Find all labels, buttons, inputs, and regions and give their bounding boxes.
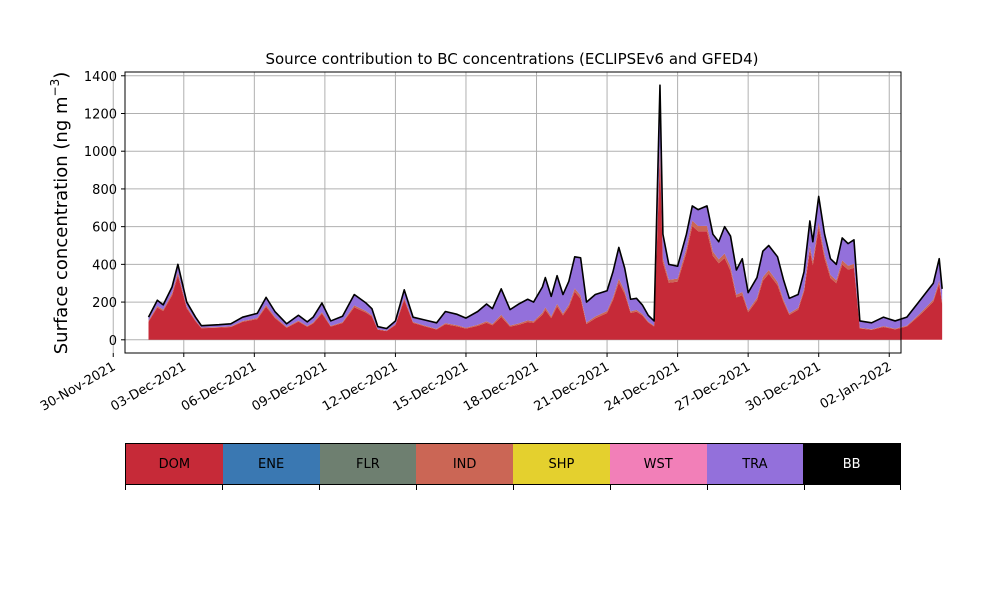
x-tick-label: 12-Dec-2021 bbox=[320, 359, 400, 414]
y-tick-label: 600 bbox=[92, 221, 117, 236]
colorbar-tick bbox=[319, 485, 320, 490]
grid bbox=[112, 72, 901, 353]
y-tick-label: 1000 bbox=[84, 145, 117, 160]
y-tick-label: 1400 bbox=[84, 70, 117, 85]
colorbar-tick bbox=[222, 485, 223, 490]
legend-ene: ENE bbox=[222, 444, 320, 484]
legend-tra: TRA bbox=[706, 444, 804, 484]
y-axis-label-sup: −3 bbox=[48, 79, 62, 97]
plot-frame bbox=[124, 71, 902, 354]
x-tick-label: 03-Dec-2021 bbox=[108, 359, 188, 414]
x-tick-label: 06-Dec-2021 bbox=[179, 359, 259, 414]
y-tick-label: 400 bbox=[92, 258, 117, 273]
x-tick-label: 09-Dec-2021 bbox=[249, 359, 329, 414]
legend-shp: SHP bbox=[513, 444, 610, 484]
legend-flr: FLR bbox=[319, 444, 417, 484]
colorbar-tick bbox=[513, 485, 514, 490]
colorbar-tick bbox=[125, 485, 126, 490]
chart-title: Source contribution to BC concentrations… bbox=[265, 50, 758, 68]
x-tick-label: 18-Dec-2021 bbox=[461, 359, 541, 414]
colorbar-tick bbox=[416, 485, 417, 490]
stacked-areas bbox=[148, 85, 943, 340]
x-tick-label: 30-Nov-2021 bbox=[38, 359, 118, 414]
x-tick-label: 21-Dec-2021 bbox=[532, 359, 612, 414]
colorbar-tick bbox=[900, 485, 901, 490]
y-axis-label-close: ) bbox=[51, 72, 72, 79]
colorbar-tick bbox=[804, 485, 805, 490]
legend-ind: IND bbox=[416, 444, 513, 484]
x-tick-label: 15-Dec-2021 bbox=[391, 359, 471, 414]
y-tick-label: 800 bbox=[92, 183, 117, 198]
y-tick-label: 200 bbox=[92, 296, 117, 311]
colorbar-ticks bbox=[125, 485, 901, 491]
y-axis-label: Surface concentration (ng m−3) bbox=[48, 72, 72, 355]
x-tick-label: 30-Dec-2021 bbox=[743, 359, 823, 414]
y-tick-label: 1200 bbox=[84, 107, 117, 122]
colorbar-tick bbox=[610, 485, 611, 490]
x-axis: 30-Nov-202103-Dec-202106-Dec-202109-Dec-… bbox=[38, 353, 894, 415]
y-axis-label-main: Surface concentration (ng m bbox=[51, 96, 72, 354]
legend-wst: WST bbox=[609, 444, 707, 484]
total-line bbox=[147, 84, 943, 330]
line-bb-total bbox=[147, 84, 943, 330]
y-tick-label: 0 bbox=[109, 334, 117, 349]
legend-bb: BB bbox=[803, 444, 900, 484]
colorbar-legend: DOM ENE FLR IND SHP WST TRA BB bbox=[125, 443, 901, 485]
x-tick-label: 27-Dec-2021 bbox=[673, 359, 753, 414]
y-axis: 0 200 400 600 800 1000 1200 1400 bbox=[84, 70, 125, 349]
x-tick-label: 02-Jan-2022 bbox=[818, 359, 895, 412]
legend-dom: DOM bbox=[126, 444, 223, 484]
colorbar-tick bbox=[707, 485, 708, 490]
x-tick-label: 24-Dec-2021 bbox=[602, 359, 682, 414]
